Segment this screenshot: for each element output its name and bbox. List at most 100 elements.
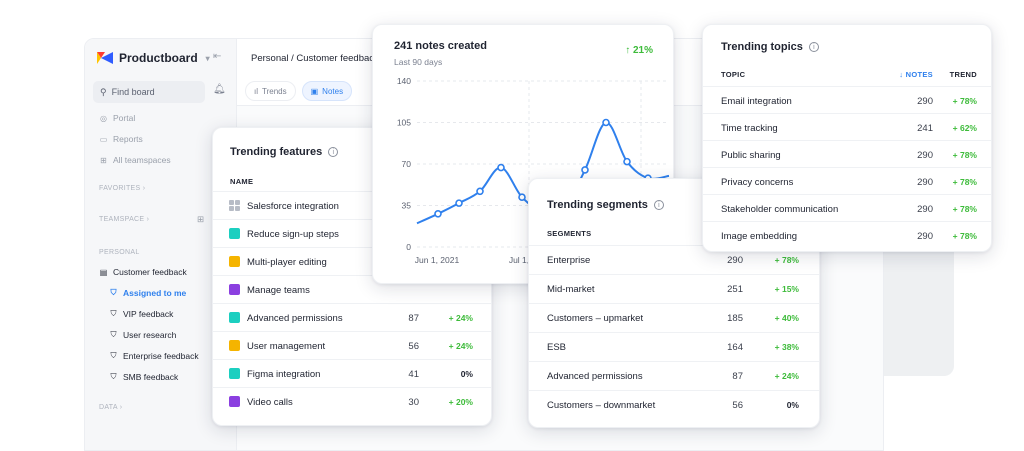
info-icon[interactable]: i xyxy=(653,200,664,210)
brand[interactable]: Productboard ▾ xyxy=(97,51,210,65)
y-tick-label: 140 xyxy=(397,76,411,86)
column-header-topic[interactable]: TOPIC xyxy=(721,70,746,79)
data-point xyxy=(497,163,505,172)
notes-count: 290 xyxy=(917,177,933,188)
feature-name: Reduce sign-up steps xyxy=(247,229,339,240)
y-tick-label: 105 xyxy=(397,118,411,128)
reports-icon: ▭ xyxy=(99,134,108,144)
table-row[interactable]: Customers – upmarket 185 + 40% xyxy=(529,303,819,331)
table-row[interactable]: ESB 164 + 38% xyxy=(529,332,819,360)
info-icon[interactable]: i xyxy=(808,42,819,52)
table-row[interactable]: Privacy concerns 290 + 78% xyxy=(703,167,991,194)
trend-value: + 24% xyxy=(774,371,799,381)
notes-count: 290 xyxy=(917,96,933,107)
trend-value: + 40% xyxy=(774,313,799,323)
topic-name: Image embedding xyxy=(721,231,798,242)
x-tick-label: Jul 1, xyxy=(509,255,529,265)
table-row[interactable]: Time tracking 241 + 62% xyxy=(703,113,991,140)
sidebar-item-smb-feedback[interactable]: ⛉ SMB feedback xyxy=(110,372,179,382)
column-header-trend[interactable]: TREND xyxy=(949,70,977,79)
find-board-placeholder: Find board xyxy=(111,87,155,97)
x-tick-label: Jun 1, 2021 xyxy=(415,255,460,265)
topic-name: Time tracking xyxy=(721,123,778,134)
table-row[interactable]: Manage teams xyxy=(213,275,491,303)
table-row[interactable]: Mid-market 251 + 15% xyxy=(529,274,819,302)
table-row[interactable]: Video calls 30 + 20% xyxy=(213,387,491,415)
sidebar-item-portal[interactable]: ◎ Portal xyxy=(100,113,136,123)
table-row[interactable]: Public sharing 290 + 78% xyxy=(703,140,991,167)
table-row[interactable]: Email integration 290 + 78% xyxy=(703,86,991,113)
table-row[interactable]: Image embedding 290 + 78% xyxy=(703,221,991,248)
column-header-segments: SEGMENTS xyxy=(547,229,592,238)
segment-name: Enterprise xyxy=(547,255,591,266)
table-row[interactable]: Advanced permissions 87 + 24% xyxy=(213,303,491,331)
table-row[interactable]: Customers – downmarket 56 0% xyxy=(529,390,819,418)
integration-icon xyxy=(229,200,240,211)
column-header-notes[interactable]: ↓ NOTES xyxy=(899,70,933,79)
find-board-input[interactable]: ⚲ Find board xyxy=(93,81,205,103)
trend-value: + 78% xyxy=(774,255,799,265)
shield-icon: ⛉ xyxy=(110,288,117,297)
data-point xyxy=(518,193,526,201)
table-row[interactable]: User management 56 + 24% xyxy=(213,331,491,359)
sidebar-item-reports[interactable]: ▭ Reports xyxy=(99,134,143,144)
info-icon[interactable]: i xyxy=(328,147,339,157)
data-point xyxy=(476,187,484,196)
teamspaces-icon: ⊞ xyxy=(100,155,107,165)
notes-count: 41 xyxy=(408,369,419,380)
section-personal: PERSONAL xyxy=(99,249,140,256)
feature-name: Figma integration xyxy=(247,369,321,380)
tab-trends[interactable]: ıl Trends xyxy=(245,81,296,101)
section-favorites[interactable]: FAVORITES › xyxy=(99,185,146,192)
trend-value: + 78% xyxy=(952,231,977,241)
sidebar-item-teamspaces[interactable]: ⊞ All teamspaces xyxy=(100,155,171,165)
feature-name: Manage teams xyxy=(247,285,310,296)
table-row[interactable]: Reduce sign-up steps xyxy=(213,219,491,247)
notes-count: 56 xyxy=(732,400,743,411)
sidebar-item-vip-feedback[interactable]: ⛉ VIP feedback xyxy=(110,309,174,319)
notes-count: 30 xyxy=(408,397,419,408)
table-row[interactable]: Enterprise 290 + 78% xyxy=(529,245,819,273)
feature-name: User management xyxy=(247,341,326,352)
table-row[interactable]: Stakeholder communication 290 + 78% xyxy=(703,194,991,221)
feature-name: Multi-player editing xyxy=(247,257,327,268)
trend-value: 0% xyxy=(786,400,799,410)
productboard-logo-icon xyxy=(97,52,113,64)
sidebar-item-enterprise-feedback[interactable]: ⛉ Enterprise feedback xyxy=(110,351,199,361)
trend-value: + 20% xyxy=(448,397,473,407)
feature-name: Salesforce integration xyxy=(247,201,339,212)
section-teamspace[interactable]: TEAMSPACE › xyxy=(99,216,150,223)
trend-value: + 62% xyxy=(952,123,977,133)
table-row[interactable]: Multi-player editing xyxy=(213,247,491,275)
notes-count: 56 xyxy=(408,341,419,352)
table-row[interactable]: Salesforce integration xyxy=(213,191,491,219)
segment-name: Mid-market xyxy=(547,284,595,295)
notes-count: 290 xyxy=(727,255,743,266)
data-point xyxy=(455,199,463,207)
color-swatch xyxy=(229,340,240,351)
sidebar-item-customer-feedback[interactable]: ▤ Customer feedback xyxy=(99,267,187,277)
sidebar-item-assigned-to-me[interactable]: ⛉ Assigned to me xyxy=(110,288,187,298)
folder-icon: ▤ xyxy=(99,267,108,277)
shield-icon: ⛉ xyxy=(110,330,117,339)
notes-count: 241 xyxy=(917,123,933,134)
bell-icon[interactable]: 🔔︎ xyxy=(213,84,226,95)
breadcrumb: Personal / Customer feedback xyxy=(251,53,379,64)
notes-count: 251 xyxy=(727,284,743,295)
sidebar-item-user-research[interactable]: ⛉ User research xyxy=(110,330,177,340)
notes-count: 87 xyxy=(408,313,419,324)
notes-count: 185 xyxy=(727,313,743,324)
trend-value: + 78% xyxy=(952,177,977,187)
table-row[interactable]: Advanced permissions 87 + 24% xyxy=(529,361,819,389)
notes-icon: ▣ xyxy=(310,86,319,96)
tab-notes[interactable]: ▣ Notes xyxy=(301,81,353,101)
color-swatch xyxy=(229,368,240,379)
shield-icon: ⛉ xyxy=(110,372,117,381)
segment-name: Customers – downmarket xyxy=(547,400,656,411)
table-row[interactable]: Figma integration 41 0% xyxy=(213,359,491,387)
teamspace-add-icon[interactable]: ⊞ xyxy=(197,214,205,224)
trend-value: + 24% xyxy=(448,313,473,323)
section-data[interactable]: DATA › xyxy=(99,404,123,411)
collapse-sidebar-icon[interactable]: ⇤ xyxy=(213,51,222,62)
trending-topics-card: Trending topics i TOPIC ↓ NOTES TREND Em… xyxy=(702,24,992,252)
